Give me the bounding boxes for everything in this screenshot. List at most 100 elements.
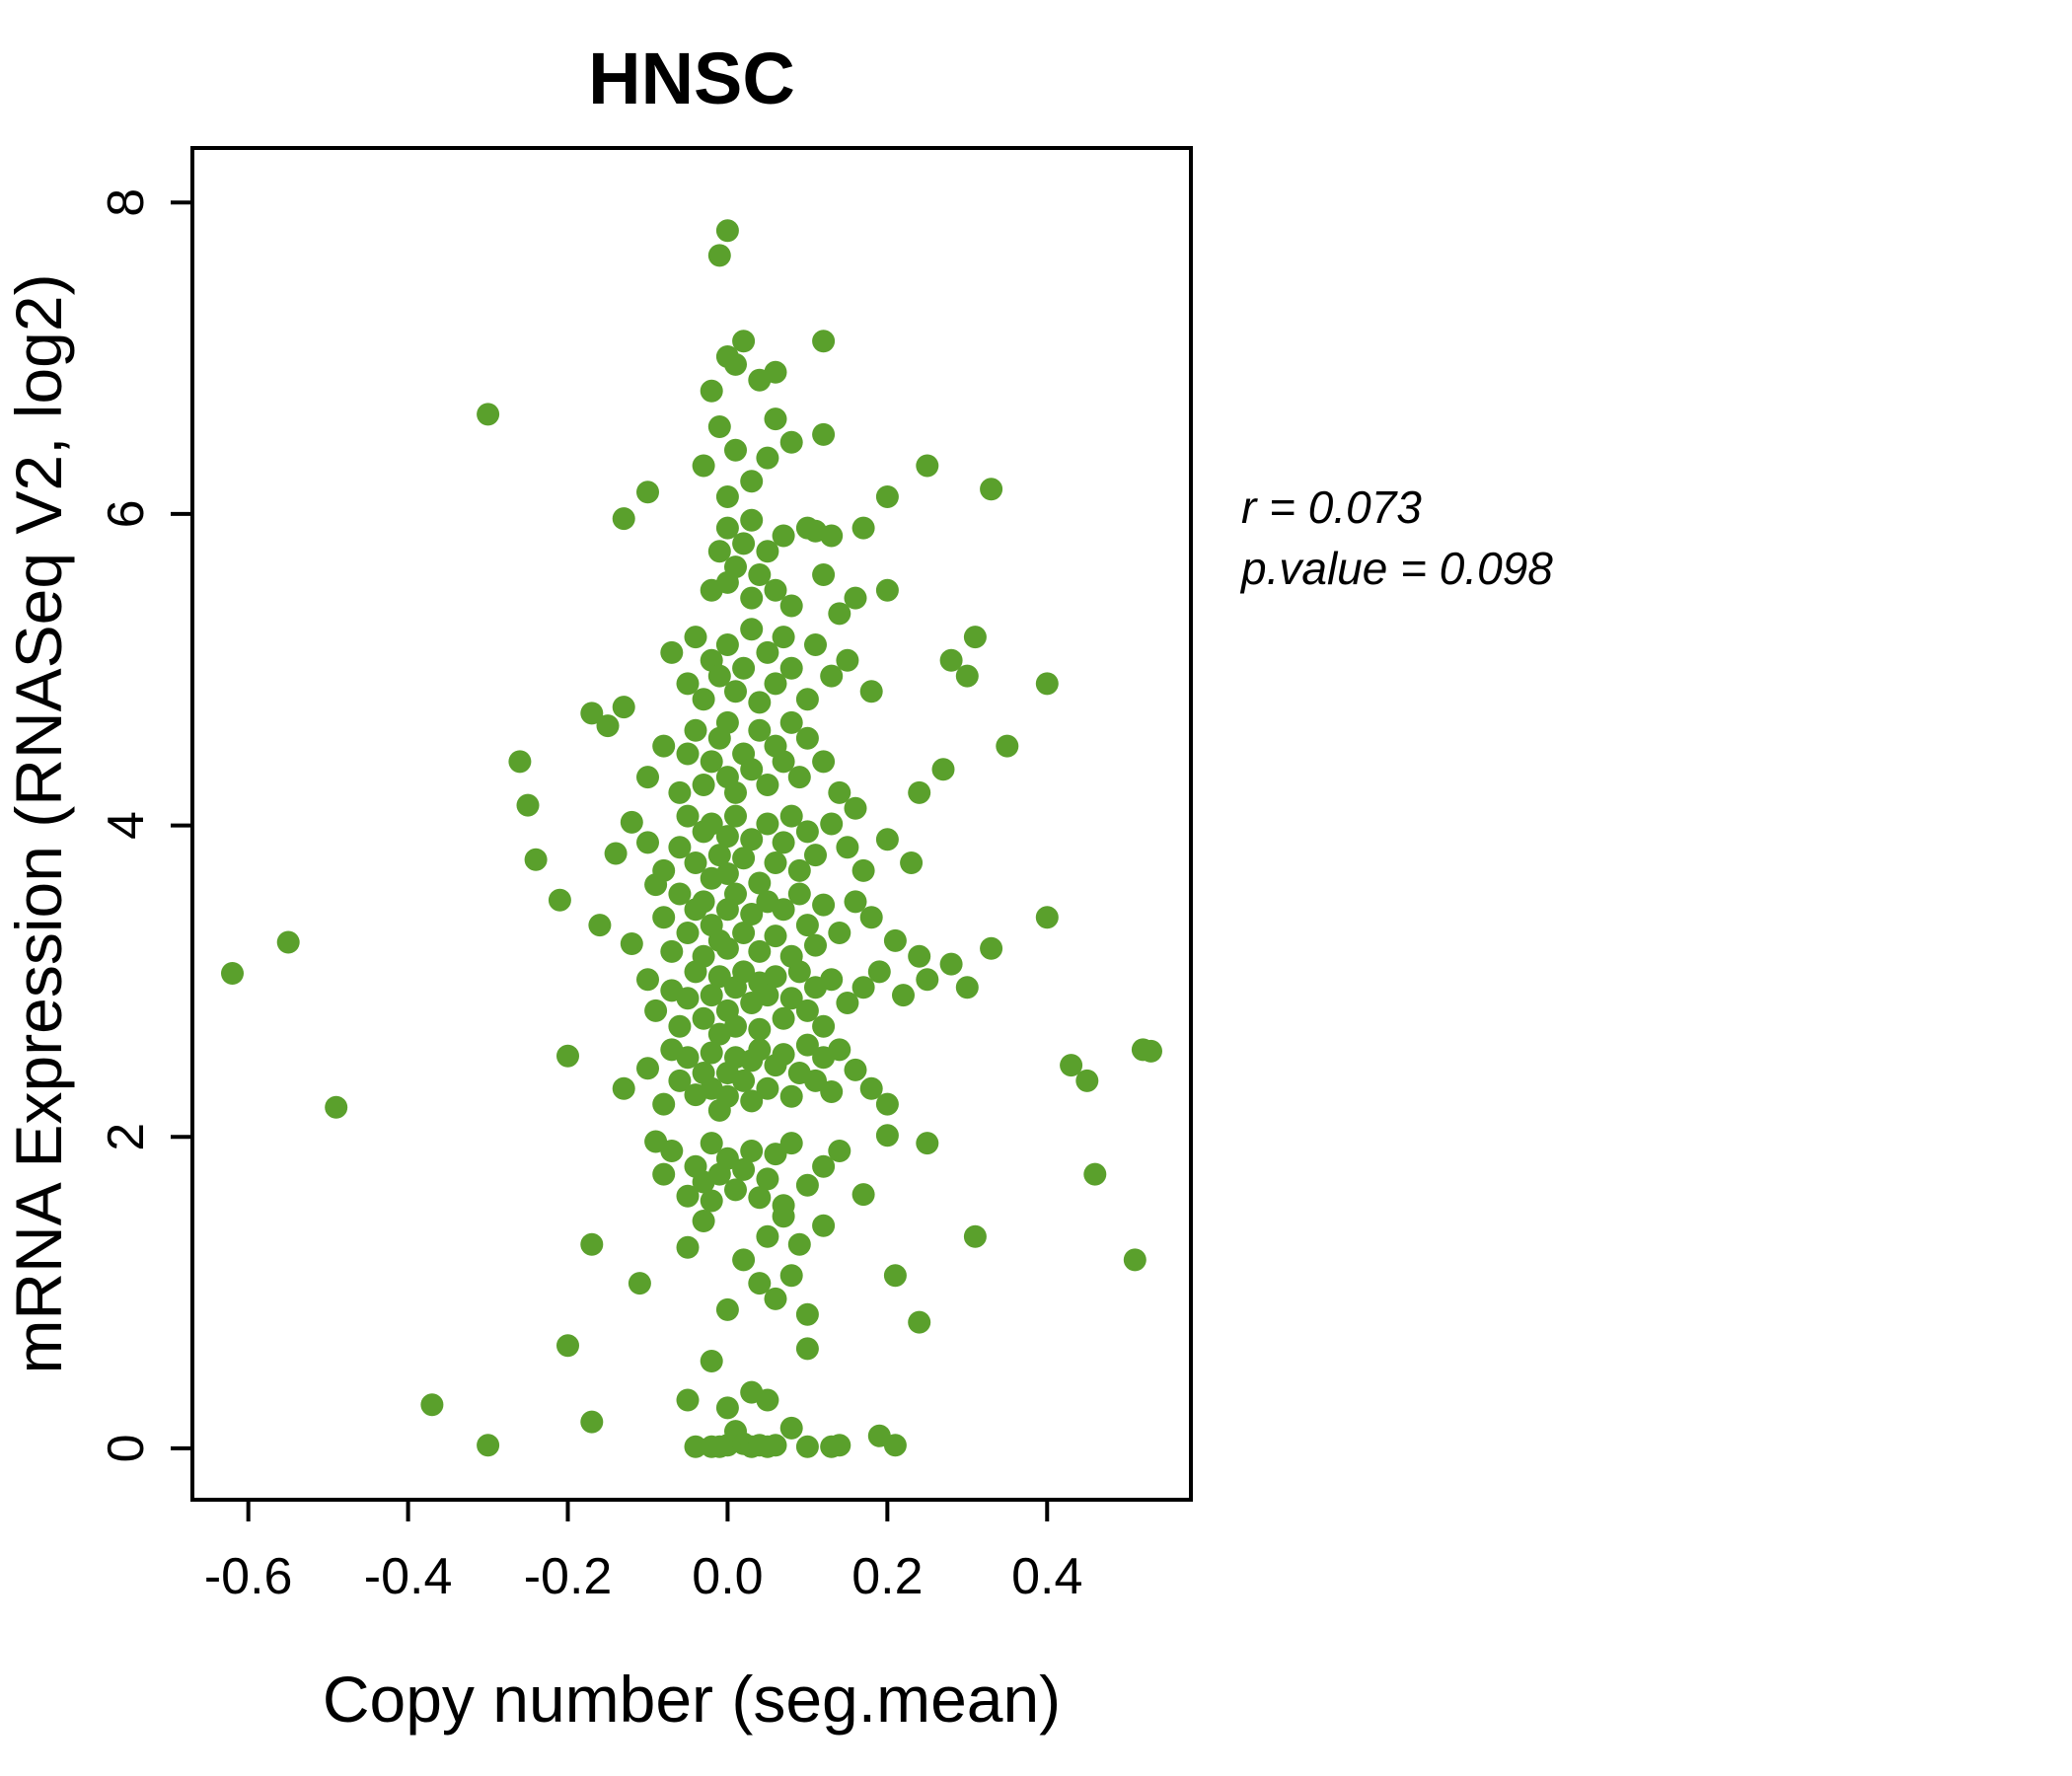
data-point [676, 804, 700, 828]
data-point [676, 1388, 700, 1412]
data-point [963, 1224, 987, 1248]
x-tick-label: -0.2 [524, 1548, 613, 1605]
data-point [724, 555, 747, 579]
data-point [612, 1076, 635, 1100]
data-point [851, 858, 875, 882]
data-point [787, 858, 811, 882]
data-point [748, 939, 772, 963]
data-point [748, 871, 772, 895]
data-point [756, 812, 779, 836]
data-point [828, 922, 851, 944]
data-point [628, 1272, 651, 1295]
data-point [836, 648, 859, 672]
data-point [844, 586, 867, 610]
data-point [707, 664, 731, 688]
data-point [859, 680, 883, 703]
data-point [820, 1080, 844, 1103]
data-point [795, 1302, 819, 1326]
data-point [700, 1189, 723, 1213]
data-point [812, 1154, 836, 1178]
data-point [724, 804, 747, 828]
data-point [660, 640, 684, 664]
data-point [700, 750, 723, 774]
data-point [908, 944, 931, 968]
data-point [859, 1076, 883, 1100]
axes: -0.6 -0.4 -0.2 0.0 0.2 0.4 0 2 4 6 8 [98, 188, 1082, 1605]
data-point [820, 968, 844, 992]
data-point [748, 563, 772, 586]
data-point [812, 750, 836, 774]
data-point [804, 844, 827, 867]
data-point [779, 594, 803, 618]
data-point [676, 742, 700, 766]
data-point [580, 1410, 604, 1434]
data-point [851, 976, 875, 999]
x-axis-label: Copy number (seg.mean) [323, 1663, 1061, 1736]
data-point [580, 1232, 604, 1256]
data-point [795, 820, 819, 844]
data-point [707, 844, 731, 867]
data-point [812, 563, 836, 586]
data-point [844, 890, 867, 914]
data-point [636, 481, 659, 504]
data-point [916, 1132, 939, 1155]
data-point [580, 702, 604, 725]
data-point [740, 470, 764, 493]
data-point [820, 812, 844, 836]
data-point [795, 914, 819, 937]
data-point [715, 1297, 739, 1321]
data-point [684, 1435, 707, 1458]
data-point [700, 1132, 723, 1155]
data-point [916, 454, 939, 478]
data-point [740, 618, 764, 641]
data-point [740, 828, 764, 851]
data-point [612, 696, 635, 719]
data-point [715, 1147, 739, 1170]
data-point [772, 1006, 795, 1030]
data-point [764, 851, 787, 874]
data-point [795, 726, 819, 750]
data-point [1035, 906, 1059, 929]
data-point [875, 485, 899, 508]
data-point [787, 766, 811, 789]
data-point [748, 1272, 772, 1295]
data-point [828, 780, 851, 804]
data-point [836, 836, 859, 859]
data-point [804, 933, 827, 957]
data-point [772, 1043, 795, 1067]
data-point [795, 1033, 819, 1057]
data-point [764, 360, 787, 384]
data-point [700, 812, 723, 836]
data-point [732, 656, 756, 680]
data-point [556, 1334, 579, 1358]
data-point [660, 1140, 684, 1162]
data-point [764, 407, 787, 431]
data-point [812, 330, 836, 353]
data-point [684, 626, 707, 649]
data-point [795, 1173, 819, 1197]
data-point [787, 960, 811, 984]
data-point [795, 1337, 819, 1361]
data-point [772, 831, 795, 854]
data-point [812, 893, 836, 917]
data-point [620, 932, 643, 955]
data-point [851, 1183, 875, 1207]
data-point [556, 1044, 579, 1068]
data-point [931, 758, 955, 781]
data-point [477, 1434, 500, 1457]
data-point [692, 774, 715, 796]
correlation-r-text: r = 0.073 [1241, 481, 1422, 533]
data-point [779, 656, 803, 680]
data-point [804, 633, 827, 656]
y-tick-label: 0 [98, 1434, 155, 1462]
data-point [221, 962, 244, 985]
data-point [740, 1140, 764, 1162]
data-point [668, 1014, 692, 1038]
data-point [724, 438, 747, 462]
data-point [756, 446, 779, 470]
y-tick-label: 6 [98, 499, 155, 528]
data-point [756, 1224, 779, 1248]
data-point [748, 718, 772, 742]
data-point [939, 648, 963, 672]
